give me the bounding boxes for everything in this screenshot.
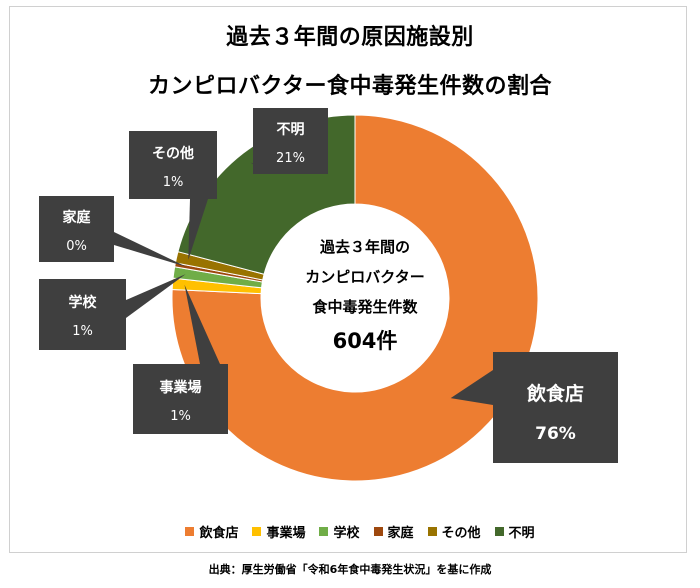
legend-swatch (185, 527, 195, 536)
legend-item-fumei: 不明 (494, 522, 535, 541)
legend-swatch (494, 527, 504, 536)
legend-item-sonota: その他 (427, 522, 481, 541)
center-line3: 食中毒発生件数 (312, 298, 418, 316)
leader-gakkou (126, 274, 186, 318)
center-total: 604件 (332, 329, 398, 353)
legend-label: 学校 (333, 526, 360, 541)
source-note: 出典：厚生労働省「令和6年食中毒発生状況」を基に作成 (208, 563, 492, 576)
chart-legend: 飲食店 事業場 学校 家庭 その他 不明 (150, 522, 570, 541)
callout-jigyoujou: 事業場 1% (133, 364, 228, 434)
callout-fumei-label: 不明 (276, 122, 305, 138)
legend-label: 家庭 (387, 526, 414, 541)
callout-katei-value: 0% (66, 239, 87, 254)
legend-swatch (427, 527, 437, 536)
legend-item-gakkou: 学校 (319, 522, 360, 541)
chart-title-line2: カンピロバクター食中毒発生件数の割合 (147, 74, 553, 99)
legend-label: 不明 (508, 526, 535, 541)
center-line1: 過去３年間の (319, 238, 410, 256)
legend-item-jigyoujou: 事業場 (252, 522, 305, 541)
callout-inshokuten: 飲食店 76% (493, 352, 618, 463)
callout-inshokuten-value: 76% (535, 424, 576, 444)
legend-label: 飲食店 (199, 526, 239, 541)
callout-fumei-value: 21% (276, 151, 305, 166)
callout-fumei: 不明 21% (253, 108, 328, 174)
callout-gakkou: 学校 1% (39, 279, 126, 350)
chart-title-line1: 過去３年間の原因施設別 (226, 25, 474, 50)
leader-sonota (188, 199, 208, 260)
legend-label: その他 (441, 526, 481, 541)
callout-sonota-label: その他 (152, 146, 194, 162)
leader-katei (114, 232, 187, 267)
legend-swatch (319, 527, 329, 536)
callout-katei: 家庭 0% (39, 196, 114, 262)
legend-swatch (373, 527, 383, 536)
callout-katei-label: 家庭 (62, 210, 91, 226)
legend-item-katei: 家庭 (373, 522, 414, 541)
callout-sonota-value: 1% (162, 175, 184, 190)
center-line2: カンピロバクター (305, 268, 425, 286)
legend-item-inshokuten: 飲食店 (185, 522, 238, 541)
callout-gakkou-label: 学校 (68, 295, 97, 311)
callout-inshokuten-label: 飲食店 (526, 383, 584, 405)
legend-swatch (252, 527, 262, 536)
callout-sonota: その他 1% (129, 131, 217, 199)
legend-label: 事業場 (266, 526, 306, 541)
leader-inshokuten (450, 370, 493, 405)
leader-jigyoujou (184, 284, 220, 364)
donut-center-label: 過去３年間の カンピロバクター 食中毒発生件数 604件 (270, 232, 460, 356)
callout-gakkou-value: 1% (72, 324, 93, 339)
callout-jigyoujou-label: 事業場 (159, 380, 202, 396)
callout-jigyoujou-value: 1% (170, 409, 191, 424)
